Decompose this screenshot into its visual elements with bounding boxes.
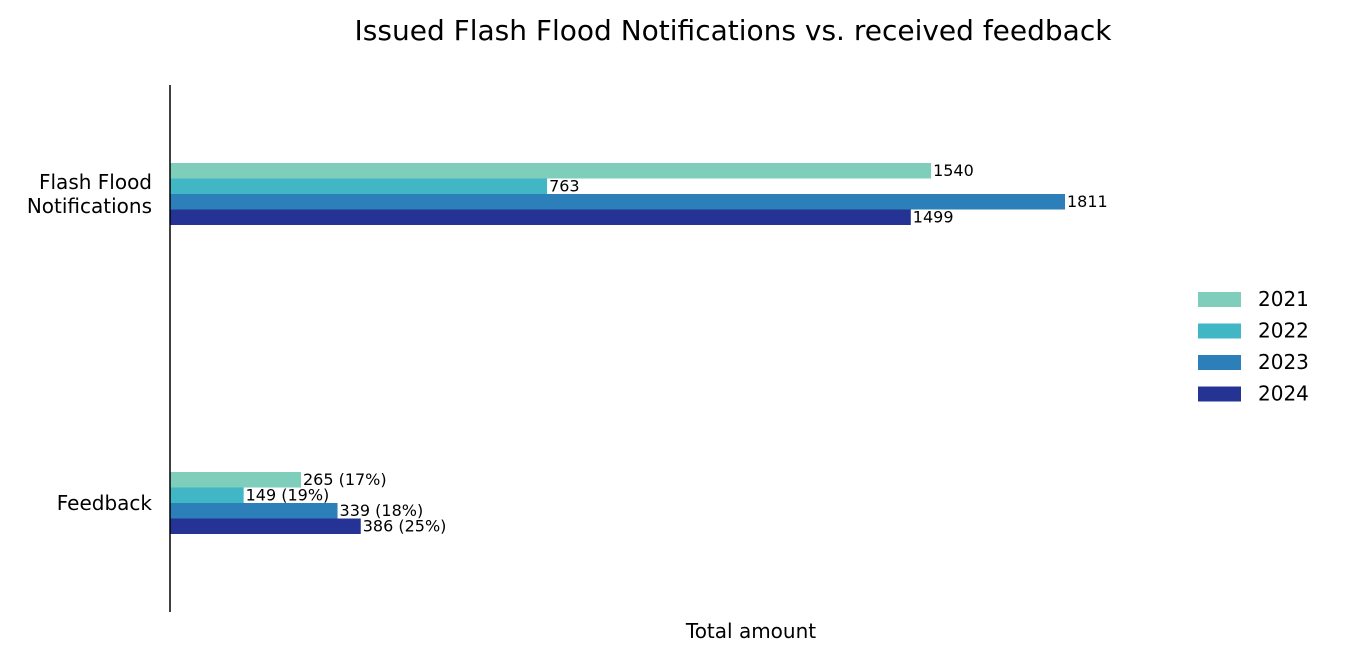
data-label-2022-0: 763 (549, 176, 580, 195)
legend-swatch-2021 (1198, 292, 1241, 307)
data-label-2021-0: 1540 (933, 161, 974, 180)
x-axis-label: Total amount (685, 619, 816, 643)
legend-label-2023: 2023 (1258, 350, 1309, 374)
bar-2024-0 (170, 209, 911, 225)
legend-swatch-2024 (1198, 386, 1241, 402)
bar-2021-1 (170, 472, 301, 488)
y-tick-label-0: Flash Flood Notifications (27, 170, 152, 218)
data-label-2022-1: 149 (19%) (246, 485, 330, 504)
data-label-2023-1: 339 (18%) (340, 501, 424, 520)
data-label-2023-0: 1811 (1067, 192, 1108, 211)
legend: 2021 2022 2023 2024 (1198, 287, 1309, 406)
bar-2023-1 (170, 503, 338, 519)
legend-label-2022: 2022 (1258, 319, 1309, 343)
data-label-2024-1: 386 (25%) (363, 516, 447, 535)
y-tick-label-line: Feedback (57, 491, 153, 515)
legend-label-2024: 2024 (1258, 382, 1309, 406)
bar-2022-0 (170, 178, 548, 194)
bar-2024-1 (170, 518, 361, 534)
bar-2023-0 (170, 194, 1065, 210)
y-tick-labels: Flash Flood Notifications Feedback (27, 170, 153, 515)
legend-swatch-2023 (1198, 355, 1241, 370)
legend-label-2021: 2021 (1258, 287, 1309, 311)
plot-area: 1540 763 1811 1499 265 (17%)149 (19%) 339 (18… (170, 161, 1108, 535)
y-tick-label-1: Feedback (57, 491, 153, 515)
data-label-2024-0: 1499 (913, 207, 954, 226)
legend-swatch-2022 (1198, 323, 1241, 339)
bar-2021-0 (170, 163, 932, 179)
chart-title: Issued Flash Flood Notifications vs. rec… (355, 14, 1113, 47)
bar-2022-1 (170, 487, 244, 503)
y-tick-label-line: Notifications (27, 194, 152, 218)
data-label-2021-1: 265 (17%) (303, 470, 387, 489)
y-tick-label-line: Flash Flood (39, 170, 152, 194)
